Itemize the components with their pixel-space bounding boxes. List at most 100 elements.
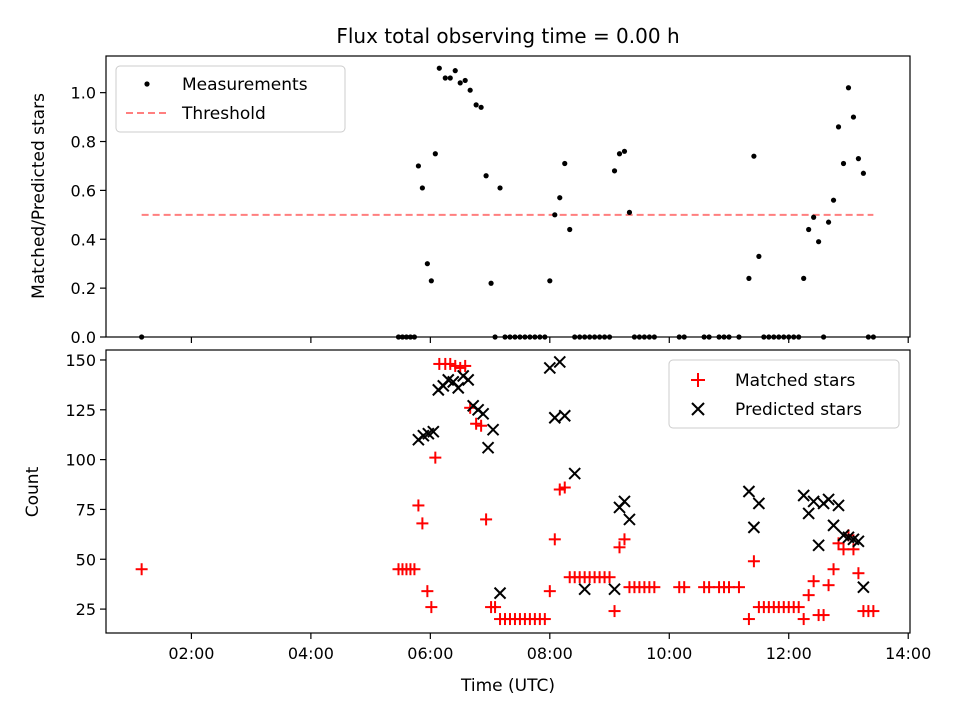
measurement-point (751, 153, 757, 159)
matched-point (732, 581, 745, 594)
bottom-x-tick-label: 08:00 (527, 644, 573, 663)
measurement-point (830, 197, 837, 203)
measurement-point (442, 75, 448, 81)
bottom-y-tick-label: 75 (76, 500, 96, 519)
measurement-point (621, 148, 628, 154)
matched-point (822, 579, 835, 592)
predicted-point (578, 582, 591, 596)
matched-point (480, 513, 493, 526)
top-gridless-ticks: 0.0 0.2 0.4 0.6 0.8 1.0 (71, 84, 909, 347)
measurement-point (845, 85, 852, 91)
measurement-point (467, 87, 473, 93)
matched-point (416, 517, 429, 530)
bottom-x-tick-label: 14:00 (885, 644, 931, 663)
predicted-point (608, 582, 621, 596)
measurement-point (432, 151, 438, 157)
measurement-point (806, 226, 812, 233)
measurement-point (415, 163, 422, 169)
predicted-point (476, 407, 490, 420)
top-y-tick-label: 0.0 (71, 328, 96, 347)
measurement-point (428, 278, 434, 284)
matched-point (425, 601, 438, 614)
top-legend: Measurements Threshold (115, 65, 346, 133)
matched-point (543, 585, 556, 598)
measurement-point (483, 173, 489, 179)
legend-predicted-marker (691, 402, 705, 416)
measurement-point (811, 214, 817, 220)
predicted-point (427, 425, 440, 438)
matched-point (603, 571, 616, 584)
measurement-point (835, 124, 842, 130)
top-legend-box (115, 65, 346, 133)
bottom-legend-box (668, 359, 900, 429)
predicted-point (618, 495, 631, 508)
bottom-panel: 25 50 75 100 125 150 02:00 04:00 06:00 08:00 10:00… (23, 349, 931, 696)
top-panel: 0.0 0.2 0.4 0.6 0.8 1.0 Matched/Predicted sta… (29, 55, 911, 347)
bottom-y-tick-label: 125 (65, 401, 96, 420)
measurement-point (816, 239, 822, 245)
matched-point (538, 613, 551, 626)
measurement-point (840, 160, 847, 167)
top-y-tick-label: 0.6 (71, 181, 96, 200)
predicted-point (461, 373, 475, 387)
matched-point (429, 451, 442, 464)
bottom-x-axis-label: Time (UTC) (460, 676, 555, 696)
matched-point (797, 613, 810, 626)
matched-point (613, 541, 626, 554)
top-y-tick-label: 0.2 (71, 279, 96, 298)
predicted-point (752, 497, 766, 510)
matched-point (558, 481, 571, 494)
measurement-point (552, 212, 558, 218)
predicted-point (553, 355, 566, 369)
bottom-x-tick-label: 06:00 (407, 644, 453, 663)
bottom-x-tick-label: 12:00 (766, 644, 812, 663)
bottom-x-tick-label: 04:00 (288, 644, 334, 663)
matched-point (489, 601, 502, 614)
legend-measurements-marker (144, 81, 150, 87)
bottom-x-tick-label: 02:00 (168, 644, 214, 663)
measurement-point (419, 185, 425, 191)
bottom-predicted-layer (412, 355, 870, 600)
predicted-point (452, 381, 465, 395)
matched-point (412, 499, 425, 512)
predicted-point (543, 361, 557, 375)
matched-point (747, 555, 760, 568)
legend-matched-marker (691, 373, 705, 387)
measurement-point (860, 170, 867, 176)
measurement-point (756, 253, 762, 259)
predicted-point (548, 411, 561, 424)
top-plot-frame (105, 55, 911, 338)
top-points-layer (139, 65, 876, 340)
predicted-point (623, 513, 636, 526)
predicted-point (742, 485, 756, 498)
measurement-point (616, 151, 623, 157)
matched-point (802, 589, 815, 602)
matched-point (807, 575, 820, 588)
legend-threshold-label: Threshold (181, 104, 266, 124)
matched-point (475, 419, 488, 432)
measurement-point (473, 102, 479, 108)
matched-point (742, 613, 755, 626)
measurement-point (452, 68, 458, 74)
predicted-point (558, 409, 571, 422)
matched-point (459, 359, 472, 372)
bottom-plot-frame (105, 349, 911, 634)
predicted-point (486, 423, 500, 436)
predicted-point (827, 519, 840, 532)
bottom-y-tick-label: 50 (76, 550, 96, 569)
matched-point (135, 563, 148, 576)
matched-point (648, 581, 661, 594)
measurement-point (850, 114, 857, 120)
bottom-matched-layer (135, 357, 880, 626)
bottom-y-tick-label: 100 (65, 451, 96, 470)
legend-predicted-label: Predicted stars (735, 400, 862, 420)
measurement-point (825, 219, 832, 225)
predicted-point (797, 489, 810, 502)
top-chart-title: Flux total observing time = 0.00 h (336, 24, 679, 48)
measurement-point (447, 75, 453, 81)
predicted-point (812, 539, 825, 552)
predicted-point (568, 467, 581, 480)
measurement-point (626, 209, 633, 215)
legend-measurements-label: Measurements (182, 75, 308, 95)
matched-point (618, 533, 631, 546)
